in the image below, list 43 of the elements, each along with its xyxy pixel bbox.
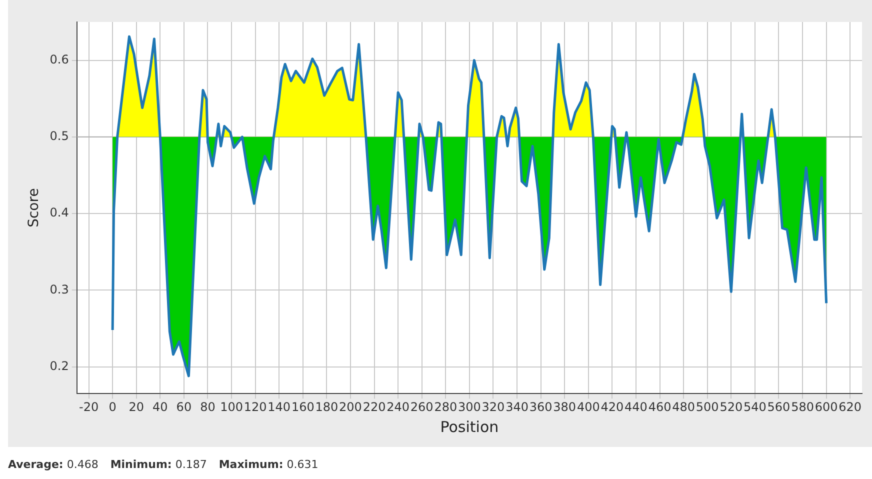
- x-tick-label: 320: [482, 400, 505, 414]
- x-tick-label: 460: [648, 400, 672, 414]
- x-tick-label: 540: [743, 400, 766, 414]
- x-tick-label: 360: [529, 400, 552, 414]
- x-tick-label: 400: [576, 400, 600, 414]
- y-tick-label: 0.3: [50, 282, 69, 296]
- x-tick-label: 0: [108, 400, 116, 414]
- x-tick-label: 620: [838, 400, 862, 414]
- x-tick-label: 420: [600, 400, 624, 414]
- x-tick-label: 480: [672, 400, 696, 414]
- x-tick-label: -20: [78, 400, 99, 414]
- x-tick-label: 340: [506, 400, 528, 414]
- text: Average: 0.468: [8, 458, 98, 471]
- x-tick-label: 20: [128, 400, 144, 414]
- x-tick-label: 40: [152, 400, 168, 414]
- x-tick-label: 300: [458, 400, 481, 414]
- x-tick-label: 280: [434, 400, 458, 414]
- y-axis-title: Score: [26, 188, 42, 228]
- x-tick-label: 520: [720, 400, 743, 414]
- x-tick-label: 60: [176, 400, 192, 414]
- x-tick-label: 560: [767, 400, 790, 414]
- x-tick-label: 260: [410, 400, 434, 414]
- x-tick-label: 180: [315, 400, 338, 414]
- y-tick-label: 0.6: [50, 52, 69, 66]
- x-tick-label: 600: [814, 400, 838, 414]
- x-tick-label: 160: [291, 400, 314, 414]
- x-tick-label: 440: [624, 400, 648, 414]
- x-tick-label: 220: [362, 400, 386, 414]
- x-tick-label: 200: [339, 400, 362, 414]
- x-tick-label: 80: [200, 400, 216, 414]
- text: Minimum: 0.187: [110, 458, 207, 471]
- x-tick-label: 240: [386, 400, 410, 414]
- y-tick-label: 0.4: [50, 206, 69, 220]
- y-tick-label: 0.2: [50, 358, 69, 373]
- x-tick-label: 580: [791, 400, 814, 414]
- x-tick-label: 140: [268, 400, 291, 414]
- y-tick-label: 0.5: [50, 129, 69, 144]
- x-axis-title: Position: [440, 418, 499, 436]
- x-tick-label: 120: [244, 400, 267, 414]
- x-tick-label: 500: [696, 400, 719, 414]
- text: Maximum: 0.631: [218, 458, 318, 471]
- x-tick-label: 380: [553, 400, 576, 414]
- x-tick-label: 100: [220, 400, 243, 414]
